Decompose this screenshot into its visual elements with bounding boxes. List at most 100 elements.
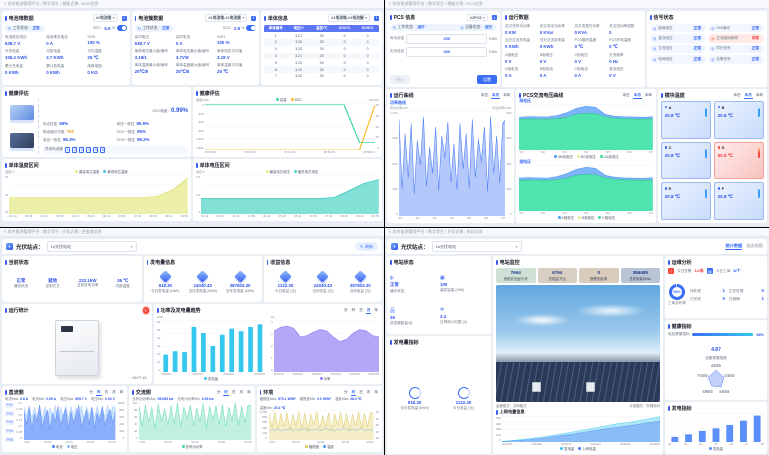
legend-item[interactable]: 最低电芯电压 <box>293 169 318 174</box>
tab[interactable]: 月 <box>365 307 372 314</box>
cluster-chip[interactable]: 2 <box>71 147 78 153</box>
legend-item[interactable]: 温度 <box>323 444 334 449</box>
refresh-button[interactable]: ↻ 刷新 <box>355 242 378 251</box>
tab[interactable]: 本年 <box>644 92 653 97</box>
legend-item[interactable]: 电流 <box>51 444 63 449</box>
legend-item[interactable]: 上网电量 <box>578 446 596 451</box>
back-icon[interactable]: ‹ <box>4 1 6 7</box>
legend-item[interactable]: 电压 <box>66 444 77 449</box>
tab[interactable]: 日 <box>231 389 236 394</box>
tab[interactable]: 日 <box>104 389 109 394</box>
legend-item[interactable]: BC线电压 <box>576 154 596 159</box>
station-select[interactable]: 1#光伏电站 ▾ <box>431 241 522 252</box>
panel-title: 健康指标 <box>671 324 692 330</box>
legend-item[interactable]: 最高电芯温度 <box>75 169 99 174</box>
tab[interactable]: 本月 <box>743 92 753 99</box>
tab[interactable]: 年 <box>374 307 378 312</box>
pv-string-button[interactable]: PV1 <box>5 402 15 408</box>
legend-item[interactable]: 最低电芯温度 <box>103 169 128 174</box>
info-icon[interactable]: i <box>374 15 379 21</box>
pv-string-button[interactable]: PV5 <box>5 437 15 443</box>
panel-accent <box>496 260 498 265</box>
tab[interactable]: 月 <box>239 389 244 394</box>
station-select[interactable]: 1#光伏电站 ▾ <box>46 241 137 252</box>
back-icon[interactable]: ‹ <box>389 229 391 235</box>
info-icon[interactable]: i <box>251 15 257 21</box>
tab[interactable]: 时 <box>95 389 102 396</box>
tab[interactable]: 日 <box>359 389 363 394</box>
stack-selector[interactable]: #1电池堆 ▾ <box>92 14 118 22</box>
tab[interactable]: 月 <box>112 389 116 394</box>
tab[interactable]: 本日 <box>733 92 741 97</box>
stat-item: 实时电压 638.7 V <box>134 34 150 46</box>
soc-toggle[interactable] <box>116 25 127 31</box>
active-power-input[interactable]: 200 <box>406 33 488 44</box>
legend-item[interactable]: 总有功功率 <box>181 444 202 449</box>
tab[interactable]: 本月 <box>632 92 642 99</box>
legend-item[interactable]: 功率 <box>319 376 330 381</box>
cluster-chip[interactable]: 3 <box>78 147 85 153</box>
legend-item[interactable]: A相电压 <box>557 215 574 220</box>
tab[interactable]: 本年 <box>755 92 763 97</box>
pv-string-button[interactable]: PV4 <box>5 428 15 434</box>
reactive-power-input[interactable]: 200 <box>406 46 488 57</box>
station-icon: ☀ <box>6 243 13 250</box>
legend-item[interactable]: B相电压 <box>577 215 594 220</box>
legend-item[interactable]: 发电量 <box>560 446 574 451</box>
module-temp-card: C 20.8 ℃ <box>661 141 712 180</box>
signal-row: ◎ 绝缘电压 正常 <box>649 24 706 33</box>
cluster-chip[interactable]: 6 <box>99 147 106 153</box>
health-metric: 综合性能 89% <box>43 120 69 126</box>
axis-tick: -1500 <box>196 145 204 150</box>
tab[interactable]: 年 <box>374 389 378 394</box>
back-icon[interactable]: ‹ <box>389 1 391 7</box>
pv-string-button[interactable]: PV3 <box>5 419 15 425</box>
legend-item[interactable]: AB线电压 <box>554 154 573 159</box>
tab[interactable]: 年 <box>247 389 251 394</box>
pv-string-button[interactable]: PV2 <box>5 411 15 417</box>
legend-item[interactable]: 容量 <box>275 97 287 102</box>
axis-tick: 0.1 <box>18 424 23 429</box>
legend-item[interactable]: SOC <box>290 98 302 102</box>
cell-selector[interactable]: #1电池堆-#1电池簇 ▾ <box>328 14 370 22</box>
info-icon[interactable]: i <box>121 15 127 21</box>
legend-item[interactable]: CA线电压 <box>599 154 619 159</box>
axis-tick: 6/7 <box>649 211 654 215</box>
minmax-stat: 辐照度Min: 0.0 W/M² <box>299 397 331 401</box>
tab[interactable]: 本年 <box>503 92 511 97</box>
view-link[interactable]: 组态视图 <box>746 243 763 248</box>
metric-card: 24040.43 当月收益 (元) <box>304 270 341 294</box>
tab[interactable]: 分 <box>344 307 348 312</box>
tab[interactable]: 日 <box>359 307 363 312</box>
tab[interactable]: 本日 <box>480 92 489 97</box>
legend-item[interactable]: C相电压 <box>598 215 615 220</box>
cell-table[interactable]: 单体编号 电压/V 温度/℃ SOC/% SOH/% 1 3.21 25 0 0 2 3.20 25 0… <box>264 24 379 83</box>
legend-item[interactable]: 发电量 <box>203 376 218 381</box>
tab[interactable]: 分 <box>89 389 93 394</box>
tab[interactable]: 分 <box>344 389 348 394</box>
view-link[interactable]: 统计数据 <box>725 243 743 250</box>
alarm-icon[interactable]: ! <box>142 307 149 314</box>
tab[interactable]: 分 <box>216 389 221 394</box>
cluster-selector[interactable]: #1电池堆-#1电池簇 ▾ <box>205 14 248 22</box>
tab[interactable]: 时 <box>351 307 356 312</box>
tab[interactable]: 时 <box>223 389 229 396</box>
legend-item[interactable]: 发电量 <box>708 446 723 451</box>
set-button[interactable]: 设置 <box>477 75 497 84</box>
cluster-chip[interactable]: 4 <box>85 147 92 153</box>
pcs-selector[interactable]: #1PCS ▾ <box>466 14 488 21</box>
cluster-chip[interactable]: 1 <box>64 147 71 153</box>
cluster-chip[interactable]: 5 <box>92 147 99 153</box>
stop-button[interactable]: 停止 <box>390 75 410 84</box>
tab[interactable]: 本月 <box>491 92 501 99</box>
info-icon[interactable]: i <box>492 15 497 20</box>
back-icon[interactable]: ‹ <box>4 229 6 235</box>
legend-item[interactable]: 辐照度 <box>304 444 319 449</box>
tab[interactable]: 本日 <box>622 92 630 97</box>
tab[interactable]: 年 <box>119 389 124 394</box>
tab[interactable]: 时 <box>350 389 357 396</box>
axis-tick: 0 <box>499 438 502 442</box>
legend-item[interactable]: 最高电芯电压 <box>265 169 290 174</box>
soc-toggle[interactable] <box>246 25 257 31</box>
tab[interactable]: 月 <box>366 389 371 394</box>
